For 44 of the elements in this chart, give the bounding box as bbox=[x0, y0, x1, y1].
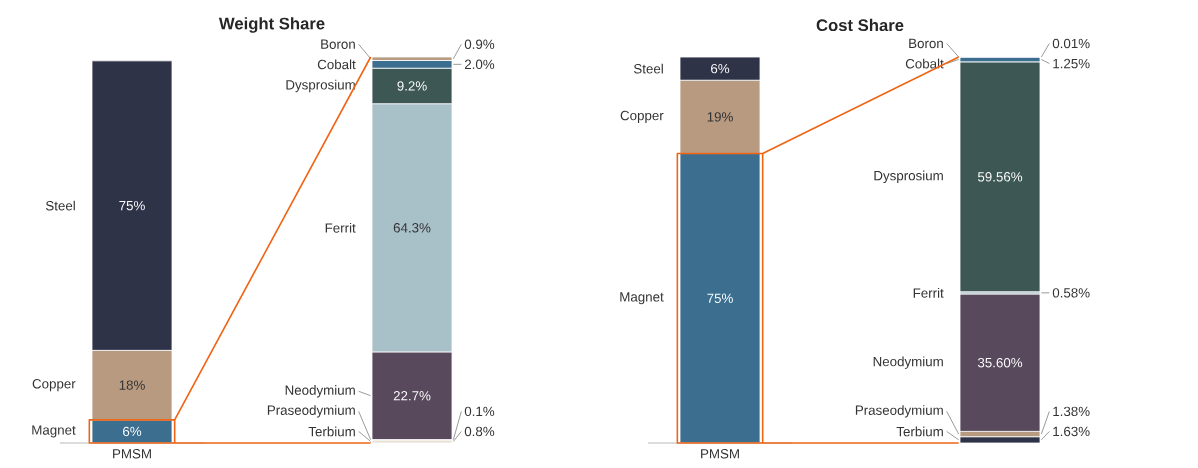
series-label: Neodymium bbox=[873, 356, 943, 369]
data-label: 64.3% bbox=[393, 223, 431, 233]
data-label: 19% bbox=[707, 112, 733, 122]
x-tick-label: PMSM bbox=[113, 449, 151, 459]
series-label: Ferrit bbox=[325, 222, 356, 233]
x-tick-label: PMSM bbox=[701, 449, 739, 459]
series-label: Dysprosium bbox=[874, 170, 943, 184]
data-label: 9.2% bbox=[397, 81, 427, 91]
chart-title: Cost Share bbox=[816, 18, 904, 32]
data-label: 75% bbox=[119, 200, 145, 211]
data-label: 6% bbox=[711, 63, 730, 74]
data-label: 1.63% bbox=[1053, 426, 1090, 437]
series-label: Dysprosium bbox=[286, 79, 355, 93]
data-label: 75% bbox=[707, 293, 733, 303]
series-label: Steel bbox=[633, 63, 663, 74]
data-label: 0.9% bbox=[464, 39, 495, 49]
data-label: 0.58% bbox=[1052, 288, 1090, 298]
data-label: 59.56% bbox=[977, 172, 1023, 182]
data-label: 2.0% bbox=[464, 59, 495, 70]
data-label: 18% bbox=[119, 380, 145, 390]
series-label: Boron bbox=[909, 38, 943, 49]
data-label: 22.7% bbox=[393, 391, 431, 401]
data-label: 0.1% bbox=[464, 406, 495, 417]
series-label: Boron bbox=[321, 39, 355, 49]
series-label: Terbium bbox=[308, 426, 355, 437]
data-label: 1.38% bbox=[1053, 406, 1090, 417]
chart-title: Weight Share bbox=[218, 17, 325, 33]
data-label: 0.8% bbox=[464, 426, 495, 437]
series-label: Magnet bbox=[32, 425, 76, 438]
data-label: 0.01% bbox=[1052, 38, 1090, 49]
data-label: 35.60% bbox=[977, 357, 1023, 368]
series-label: Praseodymium bbox=[855, 405, 943, 418]
series-label: Cobalt bbox=[905, 58, 944, 69]
text: Praseodymium bbox=[267, 405, 355, 418]
series-label: Neodymium bbox=[285, 385, 355, 398]
series-label: Ferrit bbox=[913, 287, 944, 298]
data-label: 6% bbox=[123, 426, 142, 437]
series-label: Terbium bbox=[896, 426, 943, 437]
series-label: Cobalt bbox=[317, 59, 356, 70]
data-label: 1.25% bbox=[1053, 58, 1090, 69]
series-label: Steel bbox=[45, 200, 75, 211]
series-label: Copper bbox=[32, 379, 76, 392]
series-label: Magnet bbox=[620, 292, 664, 305]
series-label: Copper bbox=[620, 110, 664, 123]
